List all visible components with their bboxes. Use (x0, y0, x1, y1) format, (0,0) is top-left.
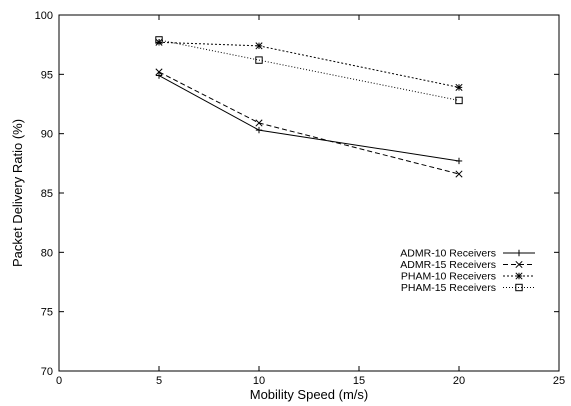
y-tick-label: 90 (41, 129, 53, 141)
data-point (255, 56, 263, 64)
y-tick-label: 80 (41, 247, 53, 259)
series-line (158, 71, 460, 175)
data-point (455, 170, 463, 178)
y-tick-label: 95 (41, 69, 53, 81)
x-axis: 0 5 10 15 20 25 (56, 15, 565, 387)
y-axis-title: Packet Delivery Ratio (%) (10, 119, 25, 267)
legend-label: ADMR-15 Receivers (400, 259, 496, 271)
y-tick-label: 85 (41, 188, 53, 200)
legend-marker (515, 260, 523, 269)
x-tick-label: 5 (156, 375, 162, 387)
x-tick-label: 15 (353, 375, 365, 387)
series-line (158, 75, 460, 162)
series-layer (155, 36, 463, 178)
y-tick-label: 100 (35, 10, 53, 22)
x-tick-label: 20 (453, 375, 465, 387)
legend-label: ADMR-10 Receivers (400, 248, 496, 260)
legend-marker (515, 249, 523, 257)
data-point (455, 96, 463, 105)
y-tick-label: 70 (41, 366, 53, 378)
legend-marker (515, 283, 523, 292)
legend-label: PHAM-15 Receivers (401, 282, 496, 294)
x-tick-label: 10 (253, 375, 265, 387)
x-tick-label: 25 (553, 375, 565, 387)
series-1 (155, 72, 463, 165)
data-point (255, 126, 263, 134)
data-point (255, 119, 263, 127)
legend-label: PHAM-10 Receivers (401, 271, 496, 283)
data-point (155, 36, 163, 44)
x-axis-title: Mobility Speed (m/s) (250, 387, 368, 402)
y-tick-label: 75 (41, 307, 53, 319)
y-axis: 70 75 80 85 90 95 100 (35, 10, 559, 378)
series-4 (155, 36, 463, 105)
legend-item: ADMR-15 Receivers (400, 259, 535, 271)
data-point (155, 68, 163, 76)
series-3 (155, 38, 463, 91)
data-point (455, 157, 463, 165)
data-point (455, 83, 463, 91)
plot-frame (58, 14, 560, 372)
legend-item: PHAM-10 Receivers (401, 271, 535, 283)
x-tick-label: 0 (56, 375, 62, 387)
data-point (255, 42, 263, 50)
legend-marker (515, 272, 523, 280)
series-2 (155, 68, 463, 178)
data-point (155, 72, 163, 79)
legend-item: PHAM-15 Receivers (401, 282, 535, 294)
legend-item: ADMR-10 Receivers (400, 248, 535, 260)
series-line (158, 39, 460, 101)
